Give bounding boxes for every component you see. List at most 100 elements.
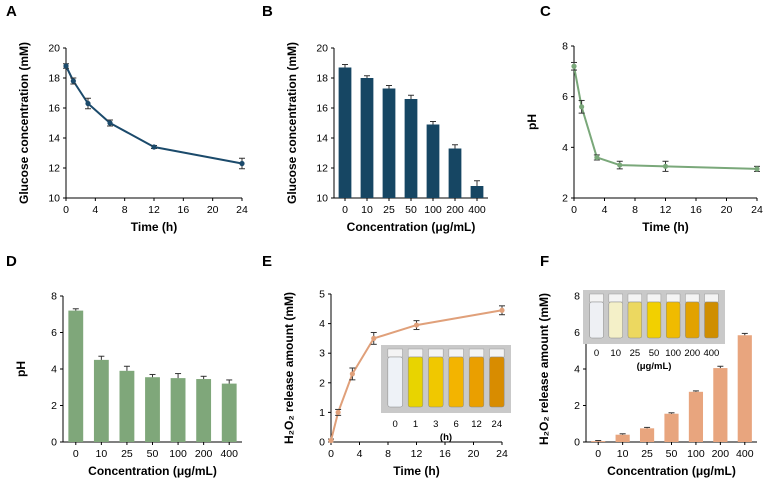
x-tick-label: 200: [195, 448, 213, 460]
vial-tube: [428, 356, 444, 408]
bar: [360, 78, 374, 198]
vial-cap: [468, 348, 485, 358]
vial-cap: [685, 293, 700, 303]
x-tick-label: 0: [73, 448, 79, 460]
x-tick-label: 0: [595, 448, 601, 460]
x-axis-label: Concentration (μg/mL): [88, 464, 217, 478]
x-tick-label: 12: [660, 204, 672, 216]
x-tick-label: 50: [147, 448, 159, 460]
series-line: [330, 309, 503, 441]
vial-tube: [608, 301, 623, 339]
data-point: [617, 162, 623, 168]
x-tick-label: 12: [148, 204, 160, 216]
x-axis-label: Time (h): [131, 220, 177, 234]
data-point: [349, 371, 355, 377]
vial-label: 10: [610, 348, 621, 359]
x-tick-label: 20: [468, 448, 480, 460]
vial-tube: [387, 356, 403, 408]
vial-cap: [489, 348, 505, 358]
data-point: [413, 322, 420, 328]
x-tick-label: 12: [411, 448, 423, 460]
y-axis-label: Glucose concentration (mM): [285, 42, 299, 204]
vial-cap: [608, 293, 623, 303]
data-point: [335, 409, 341, 415]
vial-cap: [448, 348, 464, 358]
bar: [145, 377, 160, 442]
x-tick-label: 16: [177, 204, 189, 216]
bar: [713, 368, 728, 442]
bar: [382, 88, 396, 198]
vial-label: 50: [649, 348, 660, 359]
vial-label: 200: [684, 348, 700, 359]
y-tick-label: 8: [574, 291, 580, 303]
x-tick-label: 16: [690, 204, 702, 216]
x-tick-label: 4: [92, 204, 98, 216]
y-tick-label: 16: [48, 103, 60, 115]
bar: [688, 391, 704, 442]
x-axis-label: Concentration (μg/mL): [607, 464, 736, 478]
y-axis-label: pH: [525, 114, 539, 130]
bar: [338, 67, 352, 198]
y-tick-label: 1: [319, 407, 325, 419]
vial-tube: [646, 301, 662, 339]
y-tick-label: 18: [48, 73, 60, 85]
panel-letter-c: C: [540, 3, 551, 20]
bar: [426, 124, 440, 198]
y-tick-label: 6: [574, 327, 580, 339]
data-point: [63, 63, 69, 69]
x-tick-label: 200: [712, 448, 730, 460]
bar: [448, 148, 462, 198]
x-tick-label: 4: [602, 204, 608, 216]
vial-tube: [666, 301, 681, 339]
vial-cap: [627, 293, 642, 303]
y-tick-label: 18: [316, 73, 328, 85]
vial-cap: [646, 293, 662, 303]
data-point: [571, 63, 577, 69]
vial-cap: [589, 293, 604, 303]
x-tick-label: 25: [641, 448, 653, 460]
series-line: [573, 66, 758, 170]
bar: [737, 335, 752, 442]
vial-tube: [589, 301, 604, 339]
vial-label: 6: [454, 419, 459, 430]
panel-letter-f: F: [540, 253, 549, 270]
data-point: [70, 78, 76, 84]
vial-label: 12: [471, 419, 482, 430]
vial-label: 100: [665, 348, 681, 359]
panel-letter-d: D: [6, 253, 17, 270]
x-tick-label: 4: [357, 448, 363, 460]
bar: [119, 370, 135, 442]
data-point: [151, 144, 157, 150]
y-axis-label: H₂O₂ release amount (mM): [537, 293, 551, 445]
x-tick-label: 400: [220, 448, 238, 460]
y-tick-label: 12: [48, 163, 60, 175]
x-tick-label: 16: [439, 448, 451, 460]
y-tick-label: 20: [48, 43, 60, 55]
chart-panel-b: 10 12 14 16 18 20 Glucose concentration (mM) Co…: [285, 42, 488, 234]
y-tick-label: 5: [319, 289, 325, 301]
y-tick-label: 8: [562, 41, 568, 53]
chart-panel-f: 0 2 4 6 8 H₂O₂ release amount (mM) Concentrati…: [537, 290, 757, 478]
vial-unit-label: (h): [440, 432, 452, 443]
x-tick-label: 0: [328, 448, 334, 460]
vial-tube: [468, 356, 485, 408]
y-tick-label: 2: [562, 193, 568, 205]
x-tick-label: 10: [96, 448, 108, 460]
y-tick-label: 0: [319, 437, 325, 449]
x-axis-label: Time (h): [393, 464, 439, 478]
x-tick-label: 25: [121, 448, 133, 460]
x-tick-label: 20: [207, 204, 219, 216]
y-tick-label: 10: [316, 193, 328, 205]
vial-label: 0: [594, 348, 599, 359]
y-tick-label: 2: [574, 400, 580, 412]
x-tick-label: 25: [383, 204, 395, 216]
y-tick-label: 12: [316, 163, 328, 175]
vial-label: 400: [703, 348, 719, 359]
vial-cap: [387, 348, 403, 358]
panel-letter-a: A: [6, 3, 17, 20]
x-tick-label: 100: [687, 448, 705, 460]
bar: [93, 359, 109, 442]
